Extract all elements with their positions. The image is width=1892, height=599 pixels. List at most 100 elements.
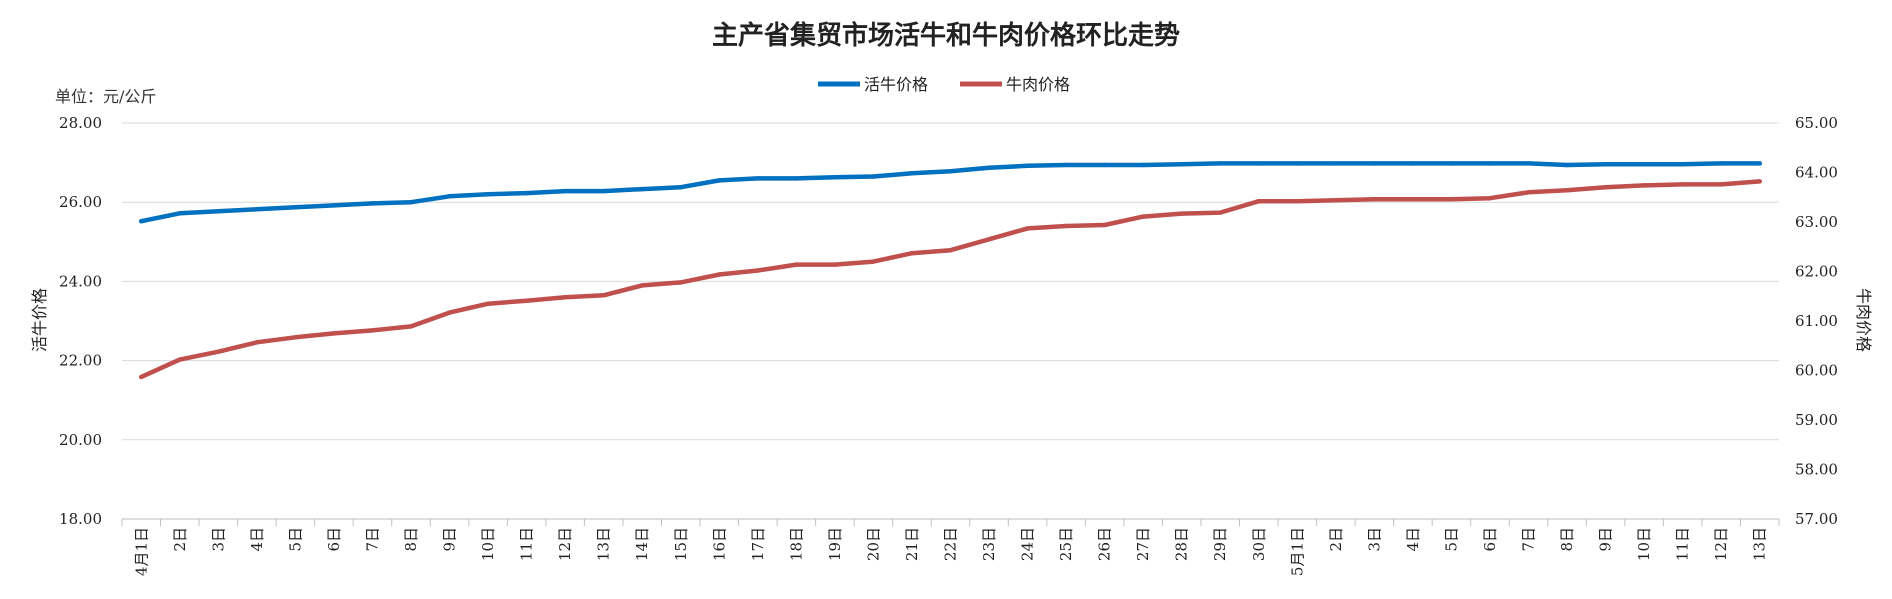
x-tick-label: 7日 xyxy=(363,527,381,552)
data-point-live-cattle xyxy=(331,203,337,208)
data-point-live-cattle xyxy=(293,205,298,210)
data-point-beef xyxy=(755,268,761,273)
x-tick-label: 25日 xyxy=(1057,527,1075,561)
right-axis-label: 牛肉价格 xyxy=(1854,288,1873,352)
x-tick-label: 8日 xyxy=(402,527,420,552)
x-tick-label: 27日 xyxy=(1134,527,1152,561)
x-tick-label: 4日 xyxy=(1404,527,1422,552)
data-point-live-cattle xyxy=(139,219,144,224)
right-tick-label: 62.00 xyxy=(1795,263,1838,281)
left-tick-label: 26.00 xyxy=(59,193,102,211)
left-tick-label: 20.00 xyxy=(59,431,102,449)
data-point-live-cattle xyxy=(370,201,375,206)
x-tick-label: 5月1日 xyxy=(1288,527,1306,576)
right-axis-ticks: 57.00 58.00 59.00 60.00 61.00 62.00 63.00 64.00… xyxy=(1795,114,1838,528)
x-tick-label: 13日 xyxy=(1751,527,1769,561)
data-point-live-cattle xyxy=(1564,162,1570,168)
legend-label-live-cattle: 活牛价格 xyxy=(864,75,928,94)
data-point-beef xyxy=(1063,223,1069,229)
left-tick-label: 18.00 xyxy=(59,510,102,528)
x-tick-label: 22日 xyxy=(942,527,960,561)
left-tick-label: 24.00 xyxy=(59,272,102,290)
data-point-beef xyxy=(216,349,221,354)
data-point-live-cattle xyxy=(524,190,529,196)
data-point-live-cattle xyxy=(1757,161,1762,166)
data-point-beef xyxy=(562,295,568,300)
data-point-live-cattle xyxy=(1218,161,1223,166)
x-tick-label: 20日 xyxy=(864,527,882,561)
chart-title: 主产省集贸市场活牛和牛肉价格环比走势 xyxy=(712,20,1180,51)
data-point-beef xyxy=(485,301,491,306)
data-point-live-cattle xyxy=(755,176,761,181)
data-point-beef xyxy=(1025,226,1030,231)
data-point-live-cattle xyxy=(1718,161,1724,166)
left-tick-label: 22.00 xyxy=(59,352,102,370)
data-point-beef xyxy=(1526,190,1531,195)
right-tick-label: 59.00 xyxy=(1795,411,1838,429)
x-tick-label: 5日 xyxy=(1442,527,1460,552)
data-point-live-cattle xyxy=(1641,161,1647,167)
x-tick-label: 2日 xyxy=(1327,527,1345,552)
data-point-live-cattle xyxy=(678,184,683,190)
data-point-beef xyxy=(1410,197,1416,202)
x-tick-label: 10日 xyxy=(1635,527,1653,561)
x-tick-label: 7日 xyxy=(1520,527,1538,552)
x-tick-label: 12日 xyxy=(556,527,574,561)
data-point-live-cattle xyxy=(1603,161,1608,167)
x-tick-label: 28日 xyxy=(1173,527,1191,561)
x-tick-label: 10日 xyxy=(479,527,497,561)
data-point-live-cattle xyxy=(254,207,260,212)
data-point-beef xyxy=(524,298,529,303)
data-point-live-cattle xyxy=(1025,163,1030,168)
data-point-live-cattle xyxy=(1295,161,1300,166)
x-tick-label: 24日 xyxy=(1019,527,1037,561)
data-point-beef xyxy=(1603,185,1608,190)
x-tick-label: 4月1日 xyxy=(132,527,150,576)
data-point-live-cattle xyxy=(794,176,799,181)
data-point-beef xyxy=(1487,196,1493,201)
data-point-beef xyxy=(254,340,260,345)
x-tick-label: 13日 xyxy=(595,527,613,561)
unit-label: 单位：元/公斤 xyxy=(55,87,156,106)
data-point-live-cattle xyxy=(1179,161,1184,167)
data-point-beef xyxy=(1333,198,1339,203)
data-point-live-cattle xyxy=(986,165,992,170)
x-tick-label: 3日 xyxy=(209,527,227,552)
data-point-live-cattle xyxy=(909,171,915,176)
gridlines xyxy=(122,122,1779,520)
data-point-beef xyxy=(1680,182,1685,187)
x-tick-label: 11日 xyxy=(1674,527,1692,561)
data-point-beef xyxy=(1295,199,1300,204)
legend: 活牛价格 牛肉价格 xyxy=(818,75,1070,94)
data-point-live-cattle xyxy=(562,188,568,194)
data-point-live-cattle xyxy=(948,169,953,174)
x-tick-label: 21日 xyxy=(903,527,921,561)
x-tick-label: 9日 xyxy=(1597,527,1615,552)
data-point-live-cattle xyxy=(1063,162,1069,168)
data-point-beef xyxy=(1718,182,1724,187)
data-point-beef xyxy=(1140,214,1146,219)
x-tick-label: 6日 xyxy=(325,527,343,552)
left-tick-label: 28.00 xyxy=(59,114,102,132)
data-point-beef xyxy=(1102,222,1107,228)
data-point-live-cattle xyxy=(447,194,452,199)
data-point-live-cattle xyxy=(1526,161,1531,166)
x-axis-ticks: 4月1日 2日 3日 4日 5日 6日 7日 8日 9日 10日 11日 12日 13日 14日 15日 16… xyxy=(121,519,1780,576)
data-point-beef xyxy=(1256,199,1261,204)
data-point-beef xyxy=(794,262,799,267)
data-point-beef xyxy=(139,374,144,380)
data-point-live-cattle xyxy=(1680,161,1685,167)
data-point-live-cattle xyxy=(871,174,876,179)
data-point-live-cattle xyxy=(1449,161,1454,166)
data-point-beef xyxy=(1641,183,1647,188)
data-point-beef xyxy=(331,331,337,336)
data-point-beef xyxy=(1449,197,1454,202)
data-point-live-cattle xyxy=(1487,161,1493,166)
data-point-live-cattle xyxy=(177,211,183,216)
x-tick-label: 9日 xyxy=(441,527,459,552)
data-point-live-cattle xyxy=(1140,162,1146,168)
legend-label-beef: 牛肉价格 xyxy=(1006,75,1070,94)
data-point-beef xyxy=(601,293,606,298)
x-tick-label: 8日 xyxy=(1558,527,1576,552)
